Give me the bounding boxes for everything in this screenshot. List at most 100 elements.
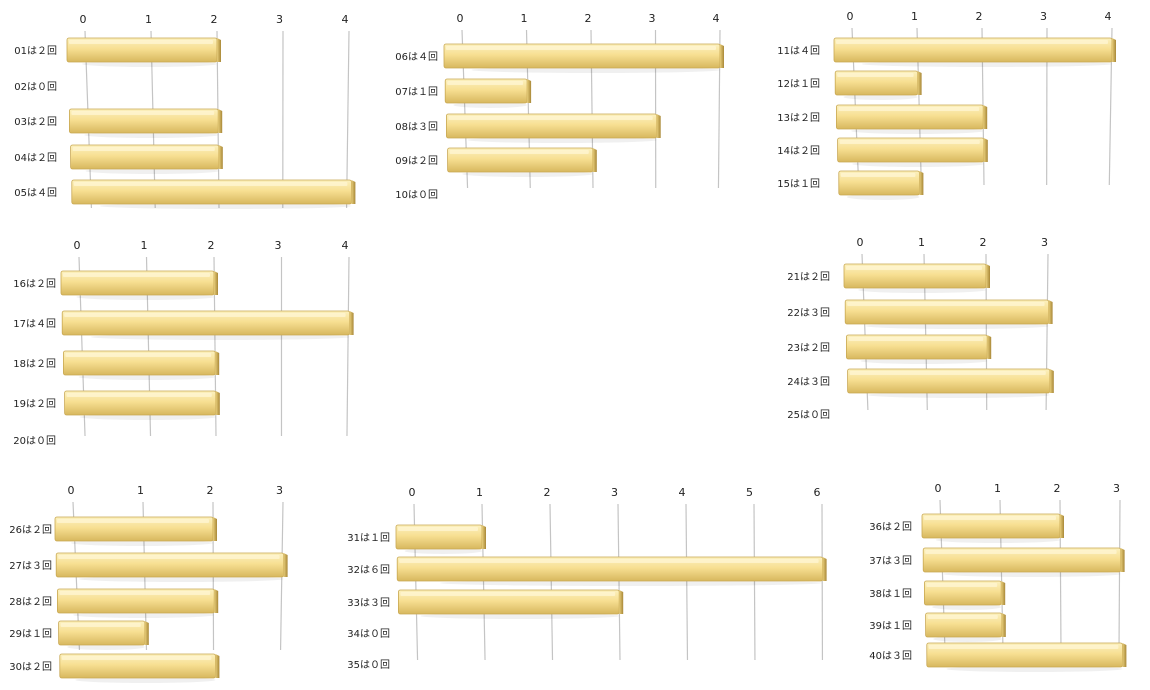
bar-highlight: [924, 516, 1056, 520]
bar-end-cap: [217, 38, 221, 62]
category-label: 26は２回: [9, 524, 52, 536]
tick-label: 4: [342, 13, 349, 26]
bar: [444, 78, 532, 108]
bar: [70, 144, 223, 174]
category-label: 38は１回: [869, 588, 912, 600]
bar-shadow: [867, 392, 1050, 398]
tick-label: 3: [611, 486, 618, 499]
tick-label: 0: [847, 10, 854, 23]
bar: [846, 334, 992, 364]
tick-label: 3: [276, 13, 283, 26]
chart-panel-3: 0 1 2 3 4 11は４回 12は１回 13は２回 14は２回 15は１回: [777, 10, 1116, 200]
bar-shadow: [99, 203, 352, 209]
bar-end-cap: [351, 180, 356, 204]
chart-panel-1: 0 1 2 3 4 01は２回 02は０回 03は２回 04は２回 05は４回: [14, 13, 356, 209]
bar-end-cap: [215, 654, 220, 678]
tick-label: 0: [935, 482, 942, 495]
bar-highlight: [449, 150, 589, 154]
bar-highlight: [71, 111, 215, 115]
chart-panel-8: 0 1 2 3 36は２回 37は３回 38は１回 39は１回 40は３回: [869, 482, 1127, 672]
category-label: 23は２回: [787, 342, 830, 354]
gridline: [685, 503, 689, 661]
bar-end-cap: [482, 525, 486, 549]
bar-end-cap: [1001, 581, 1006, 605]
chart-panel-2: 0 1 2 3 4 06は４回 07は１回 08は３回 09は２回 10は０回: [395, 12, 724, 201]
bar-shadow: [846, 194, 920, 200]
bar-end-cap: [919, 171, 924, 195]
bar-end-cap: [983, 105, 988, 129]
tick-label: 1: [521, 12, 528, 25]
category-label: 07は１回: [395, 86, 438, 98]
bar-shadow: [73, 612, 215, 618]
category-label: 12は１回: [777, 78, 820, 90]
bar-highlight: [848, 337, 984, 341]
chart-panel-5: 0 1 2 3 21は２回 22は３回 23は２回 24は３回 25は０回: [787, 236, 1054, 421]
tick-label: 4: [342, 239, 349, 252]
tick-label: 2: [211, 13, 218, 26]
tick-label: 2: [980, 236, 987, 249]
tick-label: 1: [137, 484, 144, 497]
tick-label: 3: [1113, 482, 1120, 495]
tick-label: 0: [68, 484, 75, 497]
bar-end-cap: [1120, 548, 1125, 572]
bar-shadow: [453, 102, 528, 108]
bar-shadow: [946, 666, 1123, 672]
chart-panel-7: 0 1 2 3 4 5 6 31は１回 32は６回 33は３回 34は０回 35は０回: [347, 486, 827, 671]
bar-highlight: [839, 140, 980, 144]
category-label: 16は２回: [13, 278, 56, 290]
bar-shadow: [420, 613, 620, 619]
bar-shadow: [843, 94, 918, 100]
category-label: 03は２回: [14, 116, 57, 128]
tick-label: 0: [74, 239, 81, 252]
category-label: 15は１回: [777, 178, 820, 190]
bar: [64, 390, 220, 420]
bar-end-cap: [218, 109, 223, 133]
bar: [66, 37, 221, 67]
tick-label: 2: [585, 12, 592, 25]
bar-end-cap: [214, 271, 218, 295]
category-label: 20は０回: [13, 435, 56, 447]
bar-end-cap: [213, 517, 217, 541]
bar-end-cap: [619, 590, 624, 614]
gridline: [346, 256, 350, 437]
category-label: 36は２回: [869, 521, 912, 533]
bar-shadow: [85, 168, 219, 174]
bar-shadow: [933, 636, 1002, 642]
gridline: [549, 503, 554, 661]
bar: [924, 580, 1006, 610]
bar-highlight: [448, 116, 653, 120]
tick-label: 6: [814, 486, 821, 499]
chart-panel-6: 0 1 2 3 26は２回 27は３回 28は２回 29は１回 30は２回: [9, 484, 288, 683]
bar-end-cap: [987, 335, 992, 359]
tick-label: 0: [457, 12, 464, 25]
category-label: 02は０回: [14, 81, 57, 93]
category-label: 17は４回: [13, 318, 56, 330]
bar-end-cap: [1112, 38, 1116, 62]
bar-highlight: [840, 173, 916, 177]
bar-end-cap: [215, 351, 220, 375]
bar-highlight: [926, 583, 998, 587]
bar-shadow: [84, 132, 219, 138]
bar-highlight: [61, 656, 212, 660]
category-label: 04は２回: [14, 152, 57, 164]
category-label: 08は３回: [395, 121, 438, 133]
bar-shadow: [942, 571, 1121, 577]
gridline: [753, 503, 756, 661]
bar-shadow: [935, 537, 1060, 543]
bar-end-cap: [1049, 369, 1054, 393]
bar: [59, 653, 220, 683]
bar-end-cap: [218, 145, 223, 169]
bar-highlight: [66, 393, 212, 397]
bar: [922, 547, 1125, 577]
tick-label: 1: [994, 482, 1001, 495]
bar-highlight: [59, 591, 211, 595]
bar-highlight: [838, 107, 980, 111]
category-label: 28は２回: [9, 596, 52, 608]
bar-shadow: [932, 604, 1002, 610]
bar-end-cap: [720, 44, 724, 68]
bar-end-cap: [144, 621, 149, 645]
tick-label: 4: [679, 486, 686, 499]
bar-highlight: [927, 615, 998, 619]
bar-shadow: [404, 548, 482, 554]
category-label: 18は２回: [13, 358, 56, 370]
